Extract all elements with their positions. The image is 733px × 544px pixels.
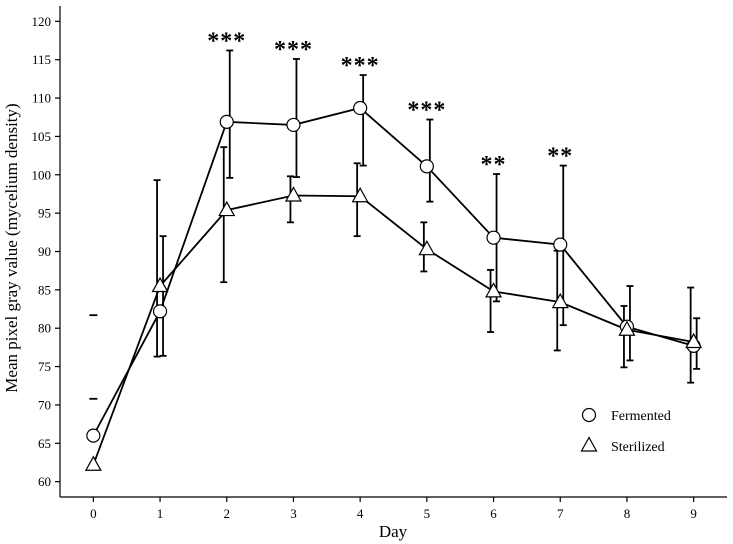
data-point-fermented <box>219 114 234 129</box>
data-point-sterilized <box>418 239 436 256</box>
data-point-sterilized <box>151 276 169 293</box>
legend-marker-sterilized <box>580 436 598 452</box>
x-tick-label: 6 <box>490 506 497 521</box>
x-tick-label: 9 <box>690 506 697 521</box>
data-point-fermented <box>553 237 568 252</box>
series-line-sterilized <box>92 194 694 466</box>
x-tick-label: 1 <box>157 506 164 521</box>
y-tick-label: 70 <box>38 397 51 412</box>
legend-label-fermented: Fermented <box>611 409 671 424</box>
data-point-sterilized <box>218 200 236 217</box>
y-axis-title: Mean pixel gray value (mycelium density) <box>2 103 21 392</box>
y-tick-label: 95 <box>38 206 51 221</box>
data-point-sterilized <box>485 282 503 298</box>
data-point-fermented <box>486 230 501 245</box>
y-tick-label: 120 <box>32 14 52 29</box>
data-point-sterilized <box>84 455 102 471</box>
legend: Fermented Sterilized <box>580 407 671 455</box>
x-tick-label: 8 <box>624 506 631 521</box>
x-axis-title: Day <box>379 522 408 541</box>
y-tick-label: 110 <box>32 91 51 106</box>
data-point-sterilized <box>685 332 703 349</box>
significance-label: *** <box>407 98 446 124</box>
y-tick-label: 65 <box>38 436 51 451</box>
x-tick-label: 7 <box>557 506 564 521</box>
legend-marker-fermented <box>581 407 597 423</box>
data-point-fermented <box>353 100 368 116</box>
x-tick-label: 0 <box>90 506 97 521</box>
data-point-sterilized <box>284 186 302 202</box>
data-point-fermented <box>152 304 168 319</box>
series-line-fermented <box>92 107 694 437</box>
data-point-fermented <box>419 159 434 174</box>
series-lines <box>92 107 694 466</box>
series-markers <box>84 100 703 471</box>
data-point-sterilized <box>618 320 636 336</box>
y-tick-label: 105 <box>32 129 52 144</box>
y-tick-label: 85 <box>38 282 51 297</box>
data-point-sterilized <box>551 292 569 309</box>
data-point-fermented <box>286 117 301 133</box>
y-tick-label: 60 <box>38 474 51 489</box>
significance-label: ** <box>481 152 507 178</box>
significance-label: *** <box>207 28 246 54</box>
significance-annotations: *** *********** ** <box>207 28 573 178</box>
y-tick-label: 90 <box>38 244 51 259</box>
chart-axes: 60 65 70 75 80 85 90 95 100 105 110 115 120 0 1 2 3 4 5 6 7 8… <box>32 6 727 521</box>
significance-label: *** <box>341 53 380 79</box>
significance-label: *** <box>274 37 313 63</box>
x-tick-label: 5 <box>424 506 431 521</box>
y-tick-label: 75 <box>38 359 51 374</box>
y-tick-label: 100 <box>32 167 52 182</box>
y-tick-label: 80 <box>38 321 51 336</box>
x-tick-label: 4 <box>357 506 364 521</box>
legend-label-sterilized: Sterilized <box>611 440 665 455</box>
y-tick-label: 115 <box>32 52 51 67</box>
x-tick-label: 2 <box>224 506 231 521</box>
data-point-sterilized <box>351 187 369 203</box>
data-point-fermented <box>86 428 101 443</box>
significance-label: ** <box>547 144 573 170</box>
x-tick-label: 3 <box>290 506 297 521</box>
